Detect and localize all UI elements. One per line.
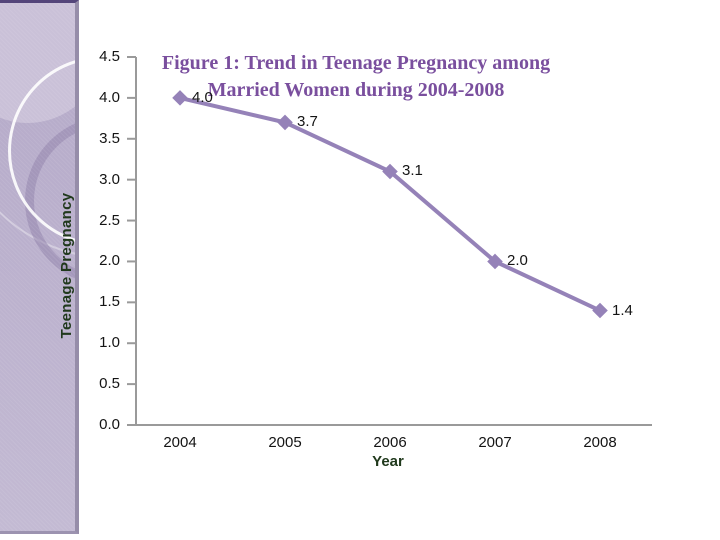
chart-title: Figure 1: Trend in Teenage Pregnancy amo… <box>161 52 551 101</box>
data-point-marker <box>592 302 608 319</box>
x-axis-title: Year <box>372 453 404 470</box>
data-point-marker <box>277 114 293 131</box>
sidebar-decoration <box>0 0 79 534</box>
y-axis-title: Teenage Pregnancy <box>58 192 75 339</box>
data-point-marker <box>382 163 398 180</box>
data-point-marker <box>487 253 503 270</box>
trend-line <box>178 95 602 313</box>
data-point-marker <box>172 90 188 106</box>
